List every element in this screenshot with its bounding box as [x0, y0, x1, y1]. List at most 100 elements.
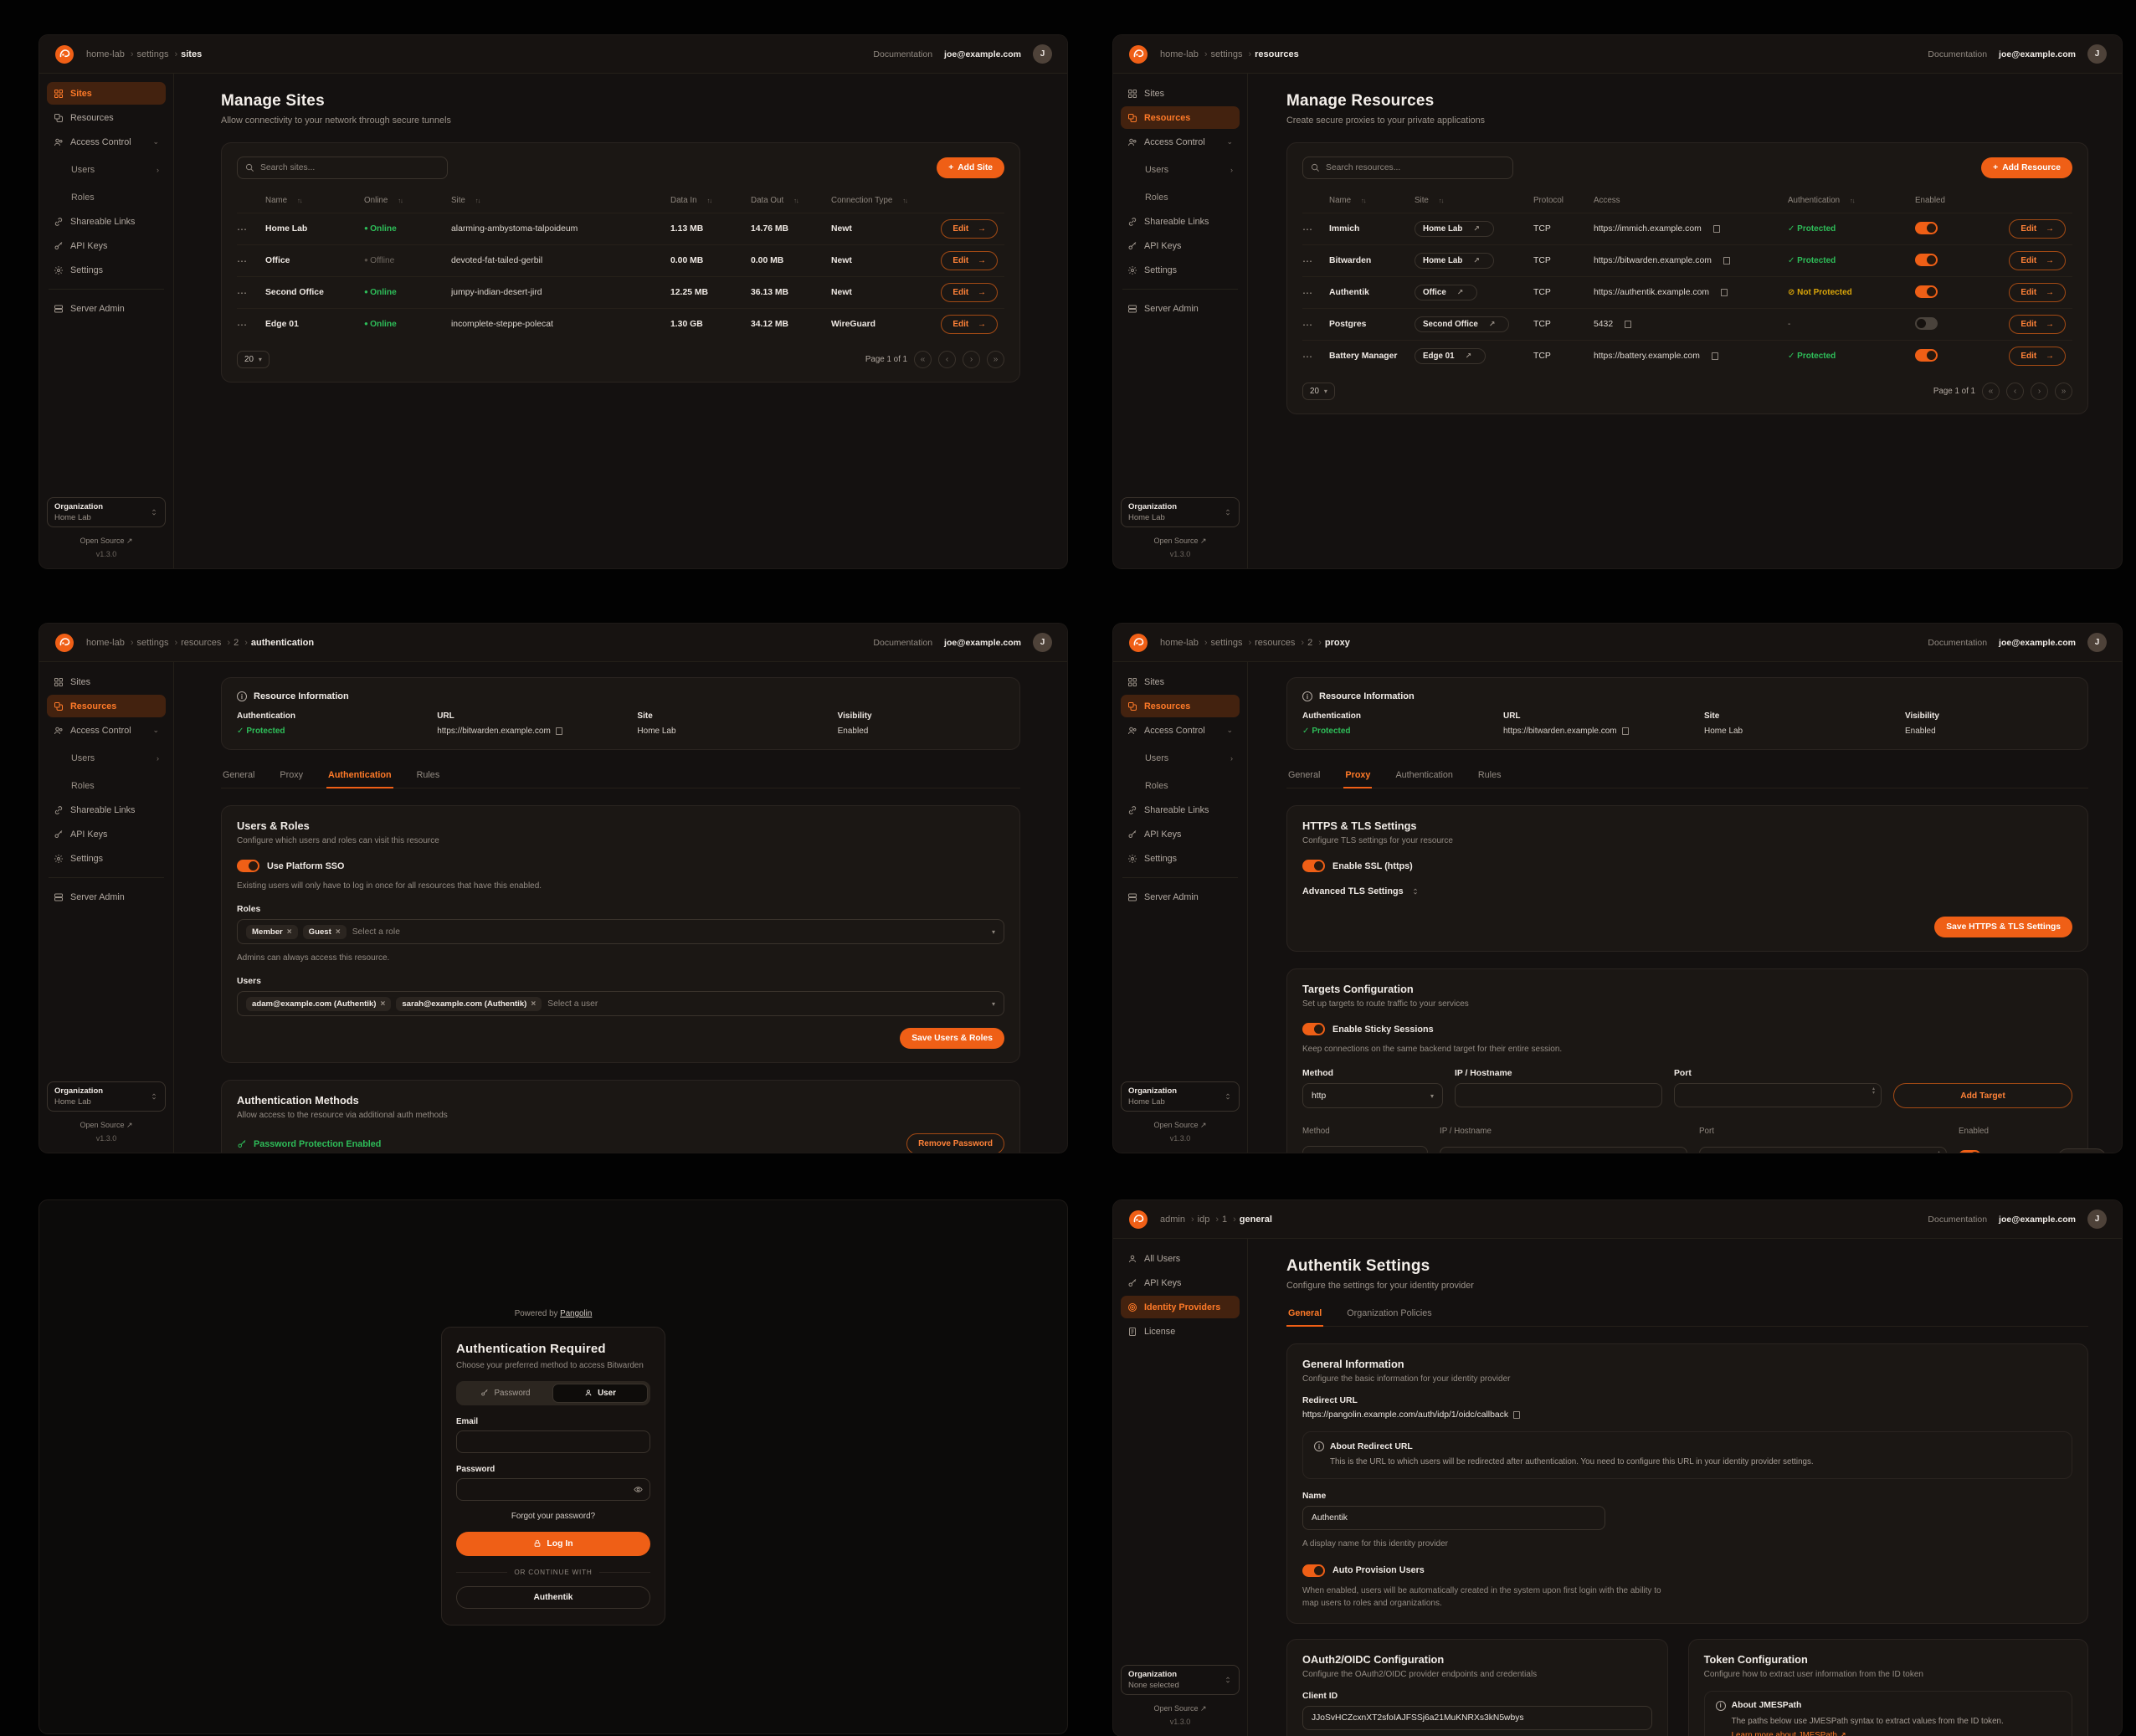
tab-user[interactable]: User	[552, 1383, 648, 1403]
search-input[interactable]: Search sites...	[237, 157, 448, 179]
enabled-toggle[interactable]	[1915, 316, 1938, 330]
roles-multiselect[interactable]: Member × Guest × Select a role ▾	[237, 919, 1004, 944]
breadcrumb-item[interactable]: home-lab	[86, 638, 134, 648]
sidebar-item-server-admin[interactable]: Server Admin	[1121, 297, 1240, 320]
edit-button[interactable]: Edit →	[941, 251, 998, 270]
tab-rules[interactable]: Rules	[1477, 770, 1502, 780]
site-chip[interactable]: Edge 01 ↗	[1415, 348, 1486, 364]
sidebar-item-identity-providers[interactable]: Identity Providers	[1121, 1296, 1240, 1318]
platform-sso-toggle[interactable]	[237, 860, 259, 872]
sidebar-item-access-control[interactable]: Access Control ⌄	[47, 131, 166, 153]
breadcrumb-item[interactable]: home-lab	[1160, 49, 1208, 59]
sidebar-item-license[interactable]: License	[1121, 1320, 1240, 1343]
sidebar-item-users[interactable]: Users ›	[1121, 747, 1240, 769]
breadcrumb-item[interactable]: sites	[181, 49, 203, 59]
password-field[interactable]	[456, 1477, 650, 1501]
breadcrumb-item[interactable]: settings	[1211, 49, 1252, 59]
enable-ssl-toggle[interactable]	[1302, 860, 1325, 872]
edit-button[interactable]: Edit →	[2009, 219, 2066, 239]
add-resource-button[interactable]: + Add Resource	[1981, 157, 2072, 178]
remove-chip-icon[interactable]: ×	[531, 999, 537, 1009]
sidebar-item-users[interactable]: Users ›	[47, 158, 166, 181]
sidebar-item-settings[interactable]: Settings	[1121, 847, 1240, 870]
row-menu-icon[interactable]: ⋯	[1302, 223, 1313, 235]
rows-per-page-select[interactable]: 20 ▾	[237, 351, 270, 368]
sidebar-item-server-admin[interactable]: Server Admin	[1121, 886, 1240, 908]
col-name[interactable]: Name ↑↓	[265, 195, 303, 205]
tab-general[interactable]: General	[1286, 1302, 1324, 1327]
authentik-sso-button[interactable]: Authentik	[456, 1585, 650, 1609]
sidebar-item-roles[interactable]: Roles	[47, 774, 166, 797]
breadcrumb-item[interactable]: proxy	[1324, 637, 1350, 648]
sidebar-item-access-control[interactable]: Access Control ⌄	[1121, 719, 1240, 742]
sidebar-item-shareable-links[interactable]: Shareable Links	[1121, 210, 1240, 233]
port-input[interactable]	[1674, 1083, 1882, 1107]
copy-icon[interactable]	[1723, 257, 1730, 265]
tab-password[interactable]: Password	[459, 1384, 552, 1403]
copy-icon[interactable]	[1711, 352, 1718, 360]
sidebar-item-access-control[interactable]: Access Control ⌄	[47, 719, 166, 742]
add-target-button[interactable]: Add Target	[1893, 1083, 2072, 1108]
client-id-field[interactable]	[1302, 1705, 1652, 1730]
tab-proxy[interactable]: Proxy	[280, 770, 304, 780]
sidebar-item-sites[interactable]: Sites	[1121, 82, 1240, 105]
col-site[interactable]: Site ↑↓	[1415, 195, 1444, 205]
rows-per-page-select[interactable]: 20 ▾	[1302, 383, 1335, 400]
row-menu-icon[interactable]: ⋯	[1302, 286, 1313, 299]
tab-authentication[interactable]: Authentication	[326, 764, 393, 788]
avatar[interactable]: J	[1033, 633, 1052, 652]
tab-proxy[interactable]: Proxy	[1343, 764, 1373, 788]
col-data-out[interactable]: Data Out ↑↓	[751, 195, 799, 205]
method-select[interactable]: http ▾	[1302, 1083, 1443, 1108]
avatar[interactable]: J	[1033, 44, 1052, 64]
sidebar-item-roles[interactable]: Roles	[1121, 774, 1240, 797]
site-chip[interactable]: Home Lab ↗	[1415, 221, 1494, 237]
search-input[interactable]: Search resources...	[1302, 157, 1513, 179]
col-authentication[interactable]: Authentication ↑↓	[1788, 195, 1856, 205]
breadcrumb-item[interactable]: settings	[137, 49, 178, 59]
next-page-button[interactable]: ›	[963, 351, 980, 368]
breadcrumb-item[interactable]: authentication	[250, 637, 315, 648]
sidebar-item-roles[interactable]: Roles	[47, 186, 166, 208]
last-page-button[interactable]: »	[987, 351, 1004, 368]
prev-page-button[interactable]: ‹	[938, 351, 956, 368]
documentation-link[interactable]: Documentation	[1928, 637, 1988, 648]
idp-name-field[interactable]	[1302, 1505, 1605, 1530]
prev-page-button[interactable]: ‹	[2006, 383, 2024, 400]
organization-picker[interactable]: Organization None selected	[1121, 1665, 1240, 1695]
row-menu-icon[interactable]: ⋯	[1302, 318, 1313, 331]
breadcrumb-item[interactable]: 2	[234, 638, 248, 648]
remove-chip-icon[interactable]: ×	[335, 927, 341, 937]
sidebar-item-api-keys[interactable]: API Keys	[47, 234, 166, 257]
breadcrumb-item[interactable]: home-lab	[86, 49, 134, 59]
sidebar-item-roles[interactable]: Roles	[1121, 186, 1240, 208]
edit-button[interactable]: Edit →	[941, 283, 998, 302]
organization-picker[interactable]: Organization Home Lab	[47, 1081, 166, 1112]
enabled-toggle[interactable]	[1915, 285, 1938, 298]
breadcrumb-item[interactable]: home-lab	[1160, 638, 1208, 648]
edit-button[interactable]: Edit →	[941, 219, 998, 239]
sidebar-item-resources[interactable]: Resources	[47, 695, 166, 717]
site-chip[interactable]: Second Office ↗	[1415, 316, 1510, 332]
open-source-link[interactable]: Open Source ↗	[1153, 537, 1207, 545]
target-enabled-toggle[interactable]	[1959, 1150, 1981, 1153]
copy-icon[interactable]	[1621, 727, 1629, 735]
log-in-button[interactable]: Log In	[456, 1531, 650, 1556]
tab-rules[interactable]: Rules	[416, 770, 440, 780]
tab-organization-policies[interactable]: Organization Policies	[1347, 1308, 1432, 1318]
edit-button[interactable]: Edit →	[2009, 251, 2066, 270]
sidebar-item-settings[interactable]: Settings	[1121, 259, 1240, 281]
add-site-button[interactable]: + Add Site	[937, 157, 1004, 178]
row-menu-icon[interactable]: ⋯	[237, 286, 248, 299]
row-menu-icon[interactable]: ⋯	[237, 223, 248, 235]
pangolin-link[interactable]: Pangolin	[560, 1308, 593, 1318]
sidebar-item-shareable-links[interactable]: Shareable Links	[1121, 799, 1240, 821]
remove-chip-icon[interactable]: ×	[380, 999, 386, 1009]
site-chip[interactable]: Home Lab ↗	[1415, 253, 1494, 269]
copy-icon[interactable]	[1712, 225, 1720, 233]
forgot-password-link[interactable]: Forgot your password?	[511, 1511, 596, 1521]
target-port-input[interactable]	[1699, 1146, 1947, 1153]
row-menu-icon[interactable]: ⋯	[1302, 254, 1313, 267]
col-site[interactable]: Site ↑↓	[451, 195, 480, 205]
enabled-toggle[interactable]	[1915, 348, 1938, 362]
